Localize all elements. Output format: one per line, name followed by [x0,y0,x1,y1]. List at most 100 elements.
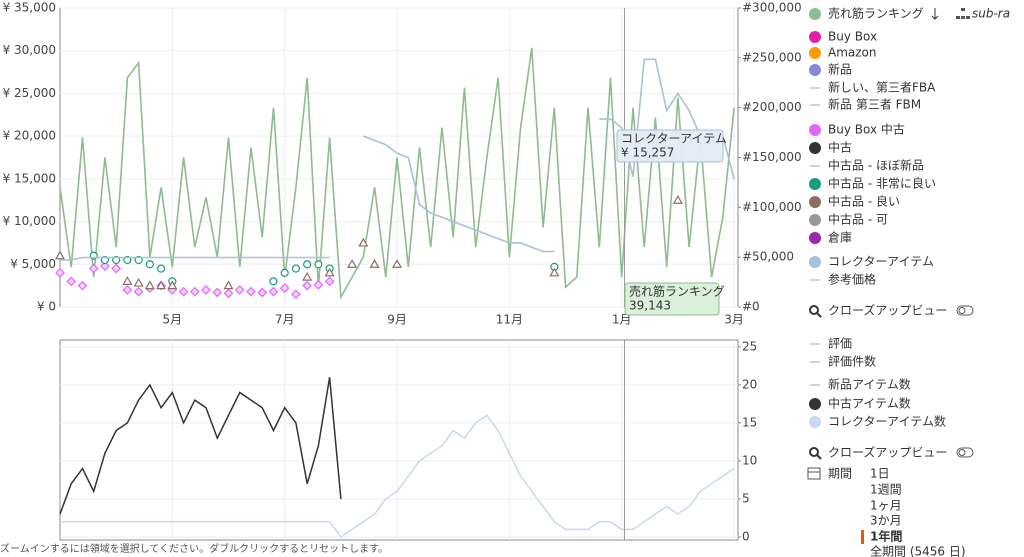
marker [88,263,99,274]
legend-label: 新品アイテム数 [828,377,911,392]
calendar-icon [807,467,821,480]
legend-label: 中古品 - 良い [828,194,900,209]
sort-label[interactable]: sub-ra [972,7,1010,21]
legend-label: 新品 [828,62,852,77]
marker [302,271,313,281]
y2-tick-label: 20 [742,377,757,391]
marker [54,250,66,260]
marker [156,280,167,290]
y-tick-label: ¥ 10,000 [3,214,56,228]
marker [55,267,65,278]
plot-frame [59,339,739,541]
y2-tick-label: #300,000 [742,1,802,15]
range-option[interactable]: 1ヶ月 [870,499,902,513]
y2-tick-label: #250,000 [742,50,802,64]
marker [314,260,323,269]
legend-swatch [809,8,821,20]
marker [77,280,88,291]
marker [313,279,324,290]
range-option[interactable]: 1年間 [870,529,902,544]
legend-swatch [809,416,821,428]
legend-label: コレクターアイテム [828,255,934,269]
range-option[interactable]: 1週間 [870,483,902,497]
marker [369,259,380,268]
y2-tick-label: #50,000 [742,250,794,264]
legend-label: 評価 [828,336,852,351]
legend-swatch [809,124,821,136]
marker [66,276,77,287]
closeup-label[interactable]: クローズアップビュー [828,445,947,460]
legend-label: Buy Box [828,30,877,44]
x-tick-label: 7月 [275,313,295,327]
marker [347,259,358,268]
legend-label: 倉庫 [828,230,852,245]
marker [133,277,144,287]
marker [212,287,223,298]
marker [279,283,290,294]
marker [291,264,301,273]
y-tick-label: ¥ 35,000 [3,1,56,15]
range-option[interactable]: 全期間 (5456 日) [870,544,966,557]
hint: ズームインするには領域を選択してください。ダブルクリックするとリセットします。 [0,542,388,555]
legend-label: コレクターアイテム数 [828,414,946,429]
marker [324,276,335,287]
range-label: 期間 [828,467,852,481]
plot: ¥ 0 ¥ 5,000 ¥ 10,000 ¥ 15,000 ¥ 20,000 ¥ 25,0… [3,1,937,327]
toggle-icon [956,305,974,458]
y-tick-label: ¥ 0 [37,300,56,314]
marker [178,286,189,297]
tooltip [616,129,724,163]
legend-label: 中古品 - ほぼ新品 [828,158,924,173]
range-option[interactable]: 1日 [870,467,890,481]
legend-label: 売れ筋ランキング [828,6,924,21]
search-icon [809,305,822,460]
marker [223,280,234,290]
range-option[interactable]: 3か月 [870,514,902,528]
marker [257,287,268,298]
marker [157,264,166,273]
marker [145,260,154,269]
y2-tick-label: 10 [742,453,757,467]
legend-swatch [809,178,821,190]
marker [392,259,403,268]
hierarchy-icon [956,8,970,19]
x-tick-label: 9月 [387,313,407,327]
marker [291,289,301,300]
y-tick-label: ¥ 30,000 [3,43,56,57]
marker [100,261,110,271]
y-tick-label: ¥ 5,000 [10,257,56,271]
marker [122,276,133,285]
legend-swatch [809,31,821,43]
legend-swatch [809,398,821,410]
legend-label: 新しい、第三者FBA [828,80,936,95]
marker [303,260,312,269]
tooltip-title: コレクターアイテム [621,132,727,146]
marker [268,286,279,297]
legend-swatch [809,214,821,226]
legend-swatch [809,256,821,268]
legend-swatch [809,142,821,154]
x-tick-label: 1月 [612,313,632,327]
y2-tick-label: 15 [742,415,757,429]
legend-label: 中古 [828,140,852,155]
x-tick-label: 11月 [496,313,523,327]
legend-swatch [809,232,821,244]
marker [280,268,289,277]
marker [246,286,256,297]
legend-label: Amazon [828,46,877,60]
legend-swatch [809,196,821,208]
closeup-label[interactable]: クローズアップビュー [828,303,947,318]
marker [358,237,369,247]
series-line [59,47,735,300]
legend-swatch [809,64,821,76]
legend-label: 評価件数 [828,354,876,369]
x-tick-label: 3月 [724,313,744,327]
tooltip-value: 39,143 [629,299,671,313]
marker [223,288,234,299]
x-tick-label: 5月 [163,313,183,327]
marker [234,285,245,295]
series-line [59,377,342,515]
marker [167,280,178,290]
y2-tick-label: #200,000 [742,100,802,114]
